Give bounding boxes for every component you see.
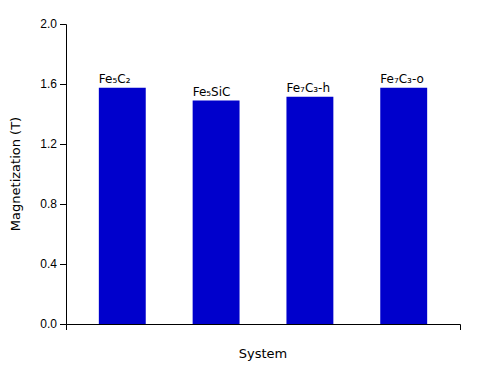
chart: 0.0 0.4 0.8 1.2 1.6 2.0 Fe₅C₂ Fe₅SiC Fe₇C₃-h Fe₇C… xyxy=(0,0,480,370)
bar-labels: Fe₅C₂ Fe₅SiC Fe₇C₃-h Fe₇C₃-o xyxy=(99,72,424,99)
y-tick-label: 1.2 xyxy=(40,137,57,151)
y-axis-title: Magnetization (T) xyxy=(8,117,23,231)
bar-label: Fe₇C₃-o xyxy=(380,72,424,86)
bar xyxy=(286,97,333,324)
bar-label: Fe₅C₂ xyxy=(99,72,131,86)
y-tick-mark xyxy=(60,144,66,145)
y-tick: 0.0 xyxy=(40,317,66,331)
y-tick-mark xyxy=(60,24,66,25)
y-axis: 0.0 0.4 0.8 1.2 1.6 2.0 xyxy=(40,17,66,331)
x-axis-title: System xyxy=(239,346,287,361)
y-tick: 2.0 xyxy=(40,17,66,31)
bar xyxy=(380,88,427,324)
x-axis-line xyxy=(67,325,461,331)
x-axis xyxy=(67,325,461,331)
y-tick-label: 0.4 xyxy=(40,257,57,271)
bars xyxy=(99,88,427,324)
bar xyxy=(99,88,146,324)
plot: 0.0 0.4 0.8 1.2 1.6 2.0 Fe₅C₂ Fe₅SiC Fe₇C₃-h Fe₇C… xyxy=(40,17,460,331)
y-tick-label: 1.6 xyxy=(40,77,57,91)
y-tick-label: 0.0 xyxy=(40,317,57,331)
y-tick-label: 2.0 xyxy=(40,17,57,31)
y-tick-mark xyxy=(60,84,66,85)
y-tick-mark xyxy=(60,264,66,265)
y-tick-mark xyxy=(60,204,66,205)
y-tick: 0.4 xyxy=(40,257,66,271)
y-tick: 1.2 xyxy=(40,137,66,151)
bar-label: Fe₅SiC xyxy=(193,85,231,99)
bar xyxy=(193,101,240,325)
y-axis-line xyxy=(60,25,67,325)
bar-label: Fe₇C₃-h xyxy=(286,81,330,95)
y-tick: 1.6 xyxy=(40,77,66,91)
y-tick-mark xyxy=(60,324,66,325)
y-tick-label: 0.8 xyxy=(40,197,57,211)
y-tick: 0.8 xyxy=(40,197,66,211)
